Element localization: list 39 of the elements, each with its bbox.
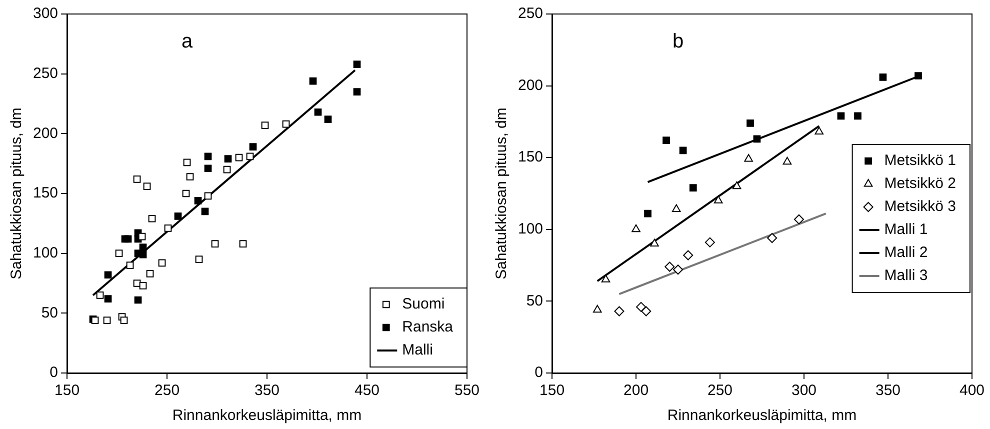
y-tick-label: 0 <box>534 364 544 382</box>
x-tick-label: 350 <box>875 382 901 400</box>
y-tick-label: 250 <box>518 5 544 22</box>
legend-label: Metsikkö 2 <box>884 175 956 192</box>
x-tick-label: 300 <box>791 382 817 400</box>
x-axis-title: Rinnankorkeusläpimitta, mm <box>172 407 362 424</box>
y-tick-label: 300 <box>32 5 58 22</box>
y-tick-label: 100 <box>32 244 58 262</box>
y-axis-title: Sahatukkiosan pituus, dm <box>493 108 510 280</box>
legend-label: Metsikkö 1 <box>884 152 956 170</box>
x-tick-label: 150 <box>54 382 80 400</box>
y-tick-label: 100 <box>518 220 544 238</box>
x-tick-label: 250 <box>708 382 733 400</box>
y-axis-title: Sahatukkiosan pituus, dm <box>8 108 26 280</box>
y-tick-label: 250 <box>32 64 58 82</box>
legend-label: Ranska <box>402 318 454 336</box>
y-tick-label: 200 <box>32 124 58 142</box>
legend-label: Malli <box>402 342 433 359</box>
x-tick-label: 350 <box>254 382 280 400</box>
legend-label: Metsikkö 3 <box>884 198 956 216</box>
x-tick-label: 150 <box>540 382 565 400</box>
text: a <box>181 30 194 53</box>
y-tick-label: 50 <box>41 304 58 322</box>
legend-label: Malli 2 <box>884 244 928 262</box>
y-tick-label: 150 <box>32 184 58 202</box>
x-axis-title: Rinnankorkeusläpimitta, mm <box>667 407 857 424</box>
x-tick-label: 200 <box>624 382 649 400</box>
y-tick-label: 50 <box>526 292 544 310</box>
legend-label: Malli 3 <box>884 267 928 284</box>
y-tick-label: 0 <box>50 364 58 382</box>
x-tick-label: 250 <box>154 382 180 400</box>
legend-label: Malli 1 <box>884 221 928 238</box>
x-tick-label: 450 <box>354 382 380 400</box>
text: b <box>672 30 684 53</box>
x-tick-label: 400 <box>959 382 985 400</box>
y-tick-label: 150 <box>518 148 544 166</box>
x-tick-label: 550 <box>454 382 480 400</box>
y-tick-label: 200 <box>518 76 544 94</box>
legend-label: Suomi <box>402 296 445 313</box>
